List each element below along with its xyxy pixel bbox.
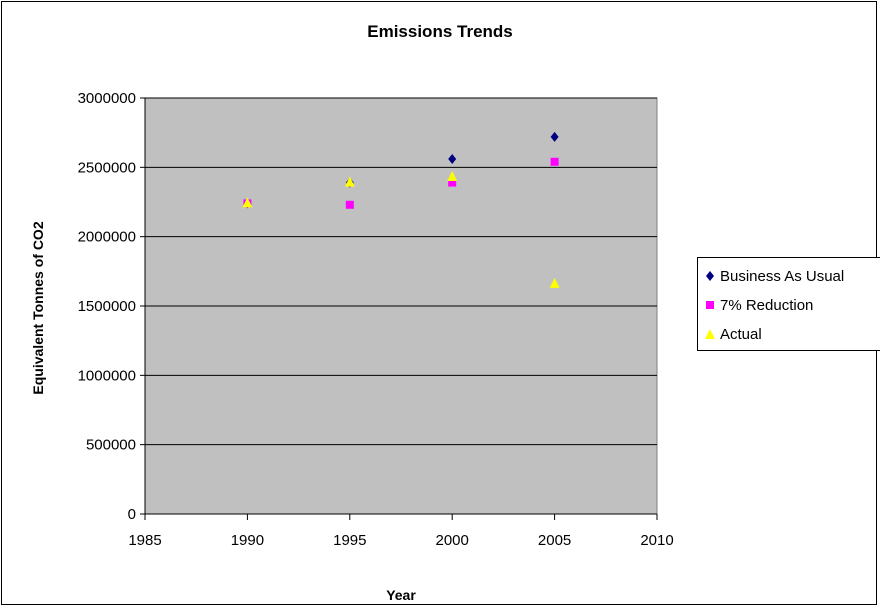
legend-item-business-as-usual: Business As Usual — [704, 265, 844, 287]
y-tick-label: 1500000 — [78, 298, 136, 315]
x-axis-label: Year — [386, 587, 416, 603]
data-point-actual — [549, 277, 560, 288]
diamond-marker-icon — [706, 271, 714, 281]
y-tick-label: 2000000 — [78, 229, 136, 246]
legend-label: 7% Reduction — [720, 296, 814, 314]
legend-label: Business As Usual — [720, 267, 845, 285]
data-point-actual — [447, 171, 458, 182]
data-point-business-as-usual — [448, 154, 457, 165]
chart-title: Emissions Trends — [367, 22, 513, 41]
y-tick-label: 500000 — [86, 437, 136, 454]
legend-label: Actual — [720, 325, 762, 343]
legend: Business As Usual 7% Reduction Actual — [697, 257, 880, 351]
data-point-actual — [242, 197, 253, 208]
y-tick-label: 1000000 — [78, 367, 136, 384]
data-point-7-reduction — [448, 178, 457, 187]
x-tick-label: 1990 — [231, 532, 264, 549]
y-tick-label: 3000000 — [78, 90, 136, 107]
data-point-7-reduction — [345, 200, 354, 209]
y-axis-label: Equivalent Tonnes of CO2 — [30, 221, 46, 395]
triangle-marker-icon — [705, 329, 715, 339]
data-point-actual — [344, 176, 355, 187]
x-tick-label: 1995 — [333, 532, 366, 549]
legend-item-actual: Actual — [704, 323, 762, 345]
y-tick-label: 0 — [128, 506, 136, 523]
x-tick-label: 2010 — [640, 532, 673, 549]
y-tick-label: 2500000 — [78, 159, 136, 176]
x-tick-label: 1985 — [128, 532, 161, 549]
legend-item-7pct-reduction: 7% Reduction — [704, 294, 813, 316]
x-tick-label: 2005 — [538, 532, 571, 549]
square-marker-icon — [706, 301, 714, 309]
data-point-business-as-usual — [550, 131, 559, 142]
x-tick-label: 2000 — [436, 532, 469, 549]
data-point-7-reduction — [550, 157, 559, 166]
